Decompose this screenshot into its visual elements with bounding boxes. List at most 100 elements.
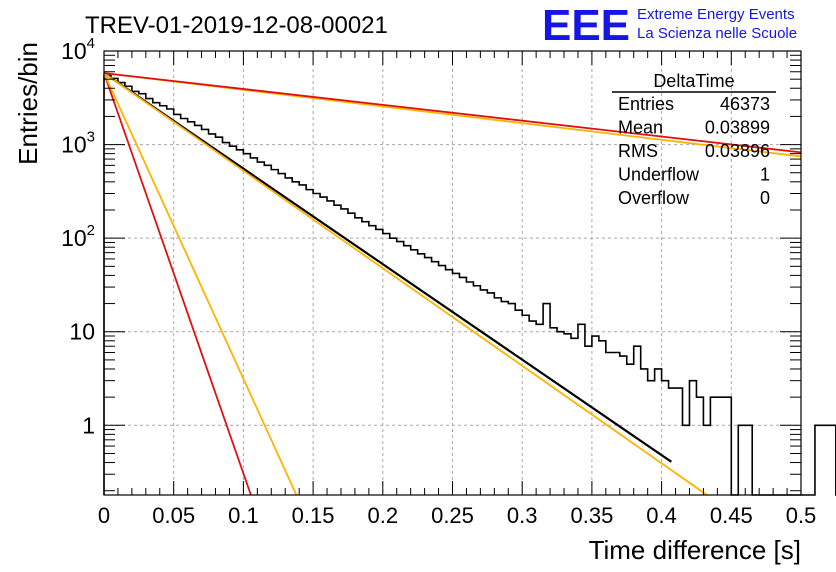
stats-box-name: DeltaTime	[653, 71, 734, 91]
y-tick-exponent: 2	[87, 222, 95, 239]
x-tick-label: 0.15	[292, 503, 335, 528]
y-tick-base: 10	[61, 225, 87, 251]
histogram-bar	[683, 425, 690, 495]
x-tick-label: 0.35	[570, 503, 613, 528]
axis-ticks	[103, 50, 802, 495]
histogram-bar	[285, 178, 292, 495]
x-tick-label: 0.3	[507, 503, 538, 528]
fit-line	[103, 72, 298, 496]
histogram-bar	[348, 213, 355, 495]
chart-title: TREV-01-2019-12-08-00021	[85, 12, 388, 39]
histogram-bar	[202, 129, 209, 495]
histogram-bar	[606, 352, 613, 495]
histogram-bar	[355, 218, 362, 495]
histogram-bar	[696, 397, 703, 495]
histogram-bar	[306, 190, 313, 495]
histogram-bar	[222, 143, 229, 495]
eee-logo-text: EEE	[542, 1, 630, 50]
x-tick-label: 0.05	[152, 503, 195, 528]
x-tick-label: 0.25	[431, 503, 474, 528]
y-tick-exponent: 4	[87, 35, 95, 52]
histogram-bar	[446, 270, 453, 495]
histogram-bar	[341, 209, 348, 495]
histogram-bar	[236, 150, 243, 495]
histogram-bar	[453, 273, 460, 495]
stats-row-label: Mean	[618, 118, 663, 138]
y-axis-title: Entries/bin	[13, 42, 43, 165]
histogram	[103, 74, 836, 496]
fit-lines	[103, 72, 802, 496]
histogram-bar	[627, 364, 634, 495]
histogram-bar	[599, 341, 606, 495]
stats-row-value: 0	[760, 188, 770, 208]
stats-row-value: 46373	[720, 94, 770, 114]
histogram-bar	[466, 282, 473, 495]
histogram-bar	[724, 397, 731, 495]
histogram-bar	[327, 201, 334, 495]
y-tick-label: 104	[61, 35, 95, 64]
histogram-bar	[188, 122, 195, 495]
histogram-bar	[146, 99, 153, 495]
stats-row-value: 0.03899	[705, 118, 770, 138]
histogram-bar	[676, 388, 683, 495]
histogram-bar	[655, 369, 662, 495]
fit-line	[103, 72, 802, 154]
x-axis-title: Time difference [s]	[589, 535, 801, 565]
histogram-bar	[689, 381, 696, 495]
histogram-bar	[710, 397, 717, 495]
histogram-bar	[571, 338, 578, 495]
x-tick-label: 0.5	[786, 503, 817, 528]
histogram-bar	[278, 174, 285, 495]
y-tick-base: 10	[61, 132, 87, 158]
histogram-bar	[550, 328, 557, 495]
histogram-bar	[529, 321, 536, 495]
histogram-bar	[822, 425, 829, 495]
histogram-bar	[320, 197, 327, 495]
histogram-bar	[313, 194, 320, 495]
histogram-bar	[299, 185, 306, 495]
eee-logo-line2: La Scienza nelle Scuole	[637, 25, 797, 42]
stats-box: DeltaTime Entries 46373 Mean 0.03899 RMS 0.03…	[612, 71, 776, 208]
histogram-bar	[459, 277, 466, 495]
histogram-bar	[815, 425, 822, 495]
histogram-bar	[181, 118, 188, 495]
histogram-bar	[243, 154, 250, 495]
histogram-bar	[717, 397, 724, 495]
fit-line	[103, 72, 672, 463]
histogram-bar	[362, 222, 369, 495]
histogram-bar	[648, 381, 655, 495]
histogram-bar	[620, 356, 627, 495]
histogram-bar	[195, 125, 202, 495]
histogram-bar	[703, 425, 710, 495]
y-tick-exponent: 3	[87, 129, 95, 146]
histogram-bar	[153, 103, 160, 495]
histogram-bar	[264, 165, 271, 495]
y-tick-label: 102	[61, 222, 95, 251]
x-tick-label: 0	[98, 503, 110, 528]
histogram-bar	[250, 158, 257, 495]
x-tick-label: 0.2	[368, 503, 399, 528]
eee-logo: EEE Extreme Energy Events La Scienza nel…	[542, 1, 797, 50]
histogram-bar	[641, 369, 648, 495]
stats-rows: Entries 46373 Mean 0.03899 RMS 0.03896Underfl…	[618, 94, 770, 208]
histogram-bar	[480, 290, 487, 495]
histogram-bar	[174, 114, 181, 495]
y-tick-label: 10	[69, 319, 95, 345]
stats-row-value: 0.03896	[705, 141, 770, 161]
fit-line	[103, 72, 252, 496]
histogram-bar	[543, 304, 550, 495]
histogram-bar	[473, 286, 480, 495]
x-tick-labels: 0 0.05 0.1 0.15 0.2 0.25 0.3 0.35 0.4 0.45 0.5	[98, 503, 816, 528]
stats-row-label: Overflow	[618, 188, 690, 208]
x-tick-label: 0.45	[710, 503, 753, 528]
y-tick-label: 1	[82, 412, 95, 438]
histogram-bar	[216, 137, 223, 495]
y-tick-base: 10	[61, 38, 87, 64]
histogram-bar	[738, 425, 745, 495]
histogram-bar	[439, 266, 446, 495]
histogram-bar	[104, 75, 111, 495]
histogram-bar	[522, 315, 529, 495]
eee-logo-line1: Extreme Energy Events	[637, 6, 795, 23]
y-tick-base: 1	[82, 412, 95, 438]
